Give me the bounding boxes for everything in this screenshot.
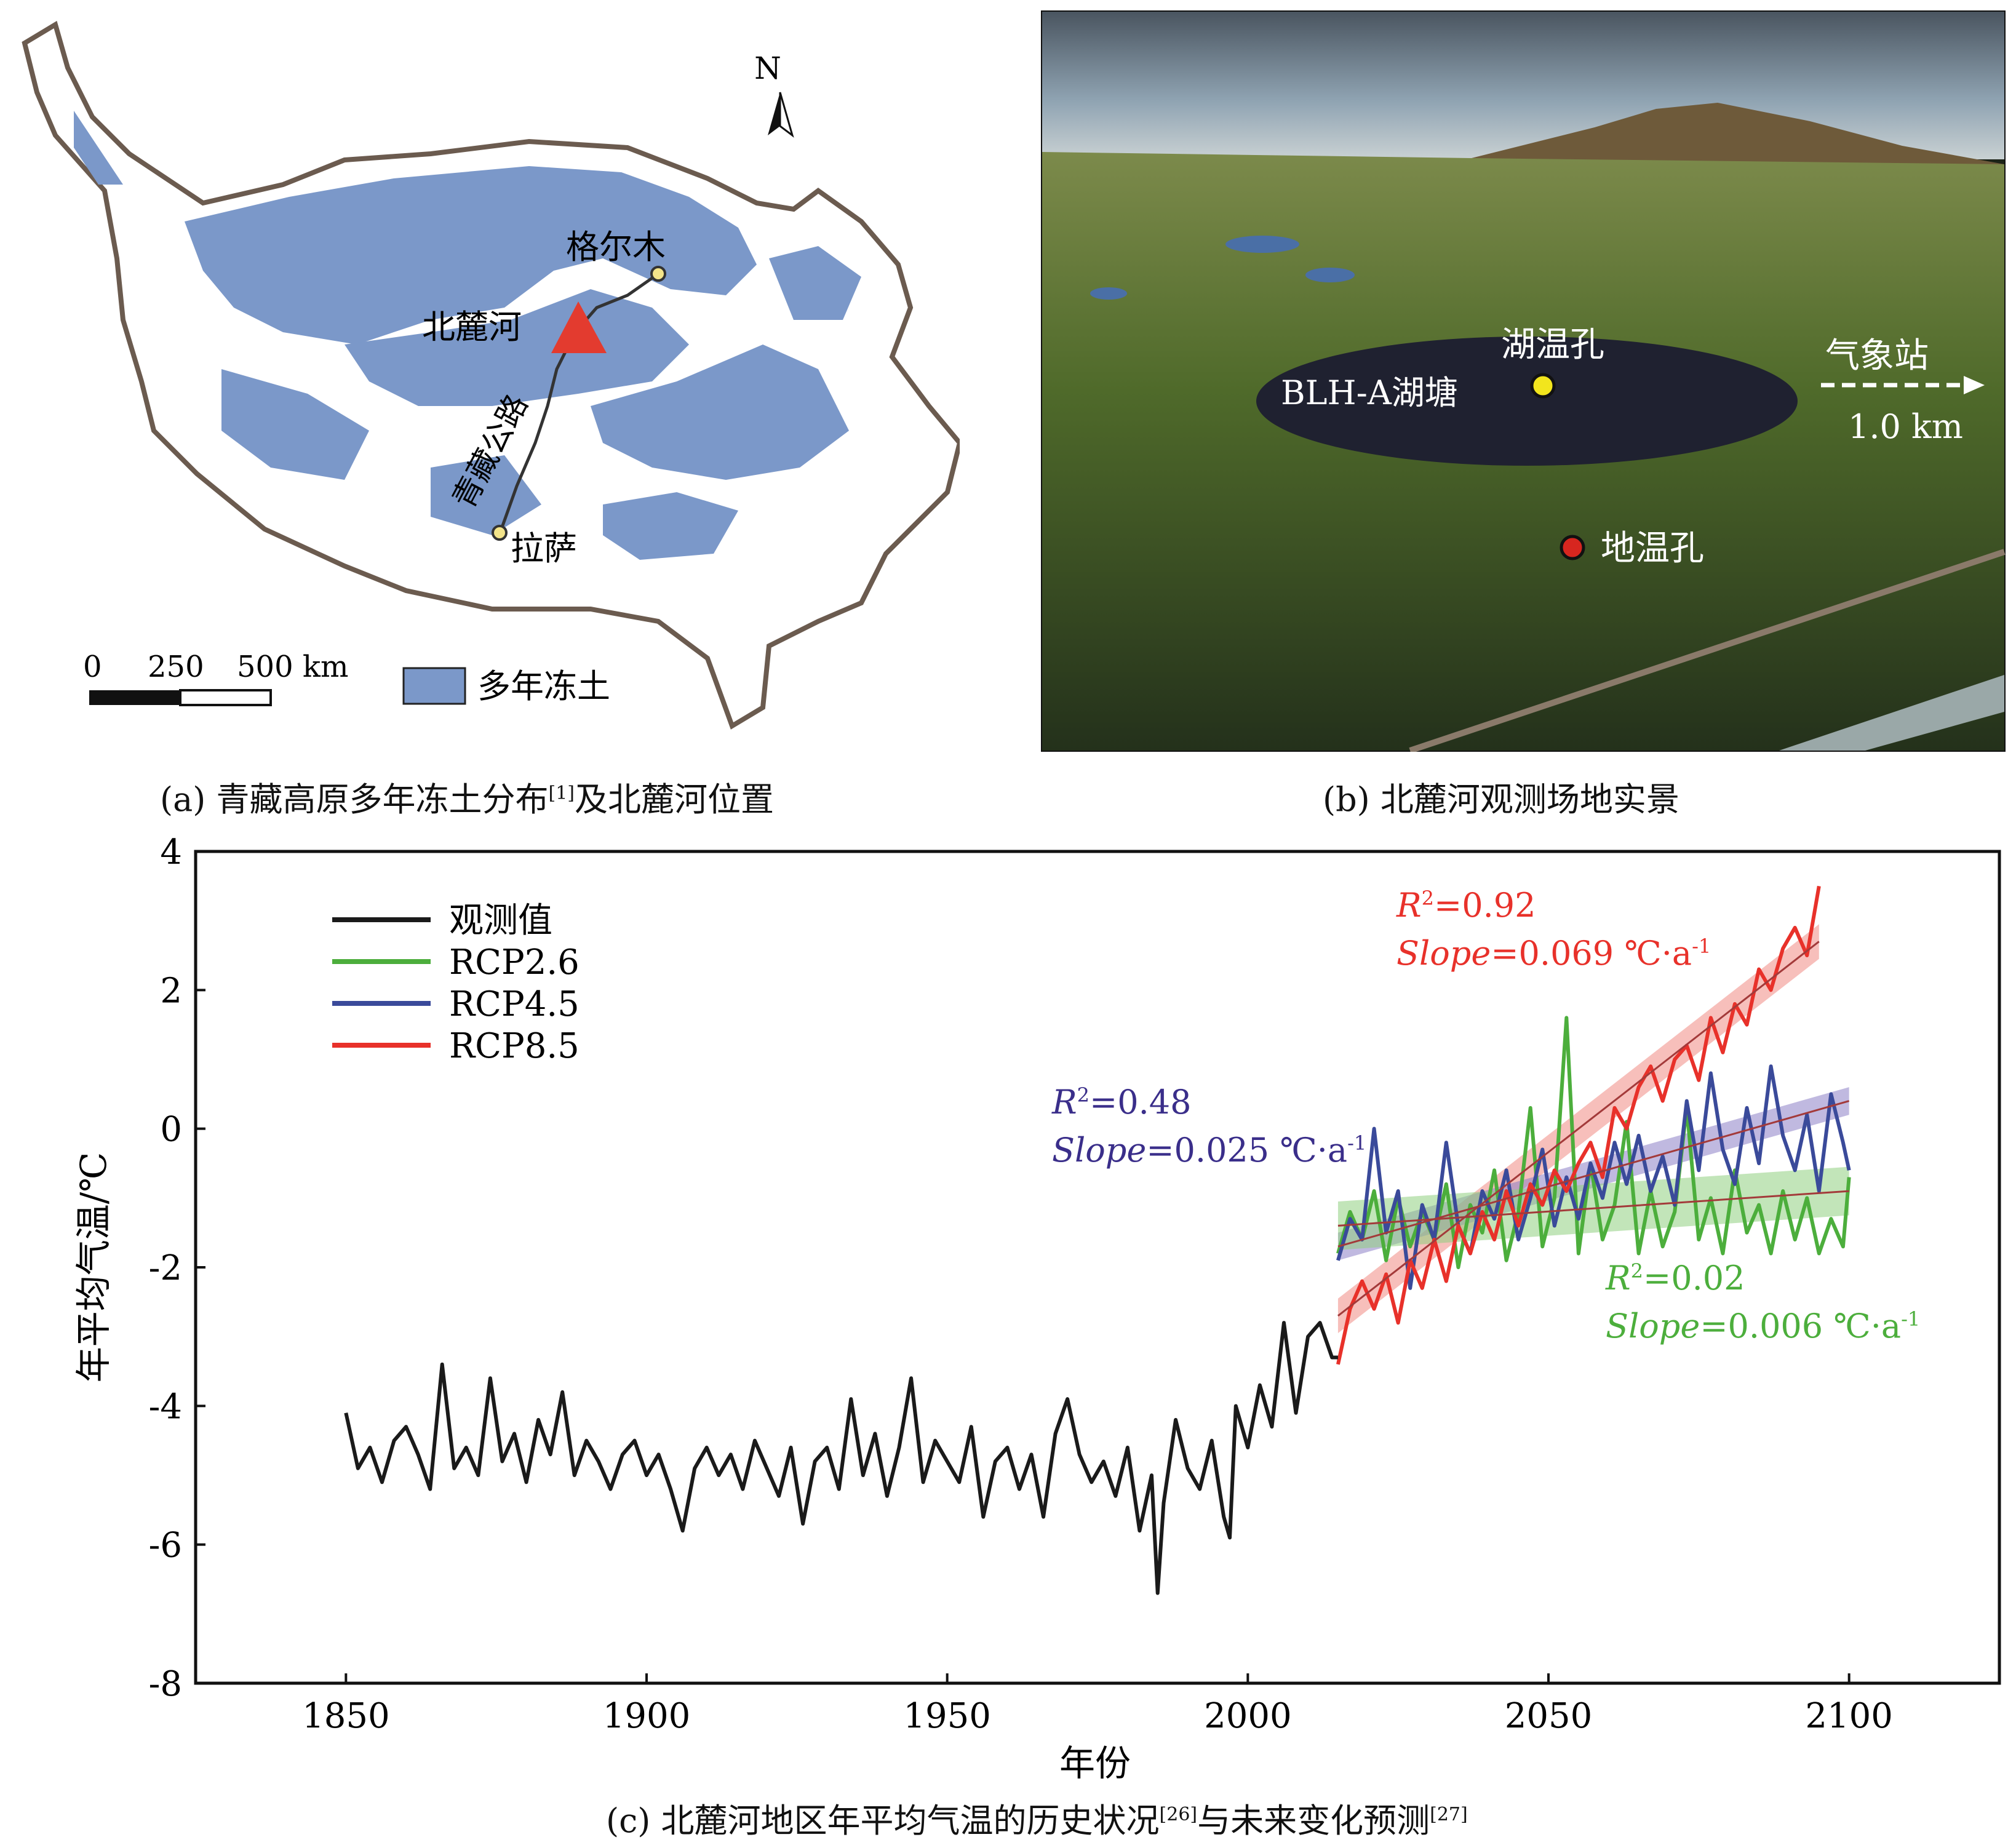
legend-label: RCP8.5: [449, 1026, 580, 1066]
lake-hole-label: 湖温孔: [1501, 325, 1604, 365]
station-label: 气象站: [1825, 336, 1929, 376]
train: [1779, 675, 2004, 751]
r2-value: =0.48: [1090, 1083, 1191, 1122]
scale-500: 500 km: [237, 650, 348, 684]
x-tick-label: 2050: [1505, 1696, 1593, 1736]
r2-value: =0.92: [1434, 886, 1536, 925]
station-arrow-icon: [1964, 376, 1985, 394]
x-tick-label: 1900: [603, 1696, 691, 1736]
caption-c-mid: 与未来变化预测: [1197, 1801, 1430, 1840]
north-label: N: [754, 50, 781, 86]
caption-a-tail: 及北麓河位置: [575, 780, 774, 819]
caption-c-ref-2: [27]: [1430, 1804, 1468, 1825]
fit-line-rcp45: [1337, 1100, 1850, 1248]
rcp85-line: [1336, 885, 1821, 1365]
x-tick-label: 1950: [903, 1696, 991, 1736]
x-tick-label: 2100: [1805, 1696, 1893, 1736]
y-tick-label: -6: [148, 1526, 182, 1566]
slope-value: =0.069 ℃·a: [1491, 934, 1692, 973]
golmud-label: 格尔木: [566, 228, 666, 266]
permafrost-legend-label: 多年冻土: [477, 667, 610, 706]
lake-hole-marker: [1530, 373, 1556, 399]
slope-sup: -1: [1692, 934, 1711, 958]
x-tick-label: 2000: [1204, 1696, 1292, 1736]
small-pond-3: [1090, 287, 1127, 300]
rcp45-line: [1336, 1064, 1851, 1290]
permafrost-map: 格尔木 北麓河 拉萨 青藏公路 N 0 250 500 km 多年冻土: [22, 20, 960, 730]
railway: [1409, 549, 2006, 752]
slope-var: Slope: [1052, 1131, 1146, 1170]
scale-0: 0: [83, 650, 102, 684]
rcp85-annotation-r2: R2=0.92: [1396, 886, 1536, 925]
qinghai-tibet-road: [500, 272, 659, 530]
legend-label: 观测值: [449, 901, 552, 941]
rcp45-annotation-slope: Slope=0.025 ℃·a-1: [1052, 1131, 1366, 1170]
rcp26-annotation-slope: Slope=0.006 ℃·a-1: [1606, 1307, 1920, 1345]
ground-hole-marker: [1560, 535, 1585, 560]
y-axis-label: 年平均气温/℃: [73, 1152, 114, 1382]
slope-sup: -1: [1347, 1131, 1366, 1155]
y-tick-label: 4: [160, 832, 182, 872]
x-axis-label: 年份: [1059, 1742, 1131, 1784]
r2-var: R: [1605, 1259, 1631, 1297]
legend-label: RCP4.5: [449, 984, 580, 1024]
caption-a: (a) 青藏高原多年冻土分布[1]及北麓河位置: [160, 772, 774, 821]
x-tick-label: 1850: [302, 1696, 390, 1736]
caption-a-text: (a) 青藏高原多年冻土分布: [160, 780, 549, 819]
y-tick-label: -2: [148, 1248, 182, 1288]
north-arrow-icon: [768, 92, 794, 138]
r2-value: =0.02: [1643, 1259, 1745, 1297]
scale-bar-white: [179, 689, 272, 706]
fit-line-rcp85: [1337, 941, 1820, 1317]
lhasa-label: 拉萨: [511, 529, 577, 568]
scale-250: 250: [148, 650, 204, 684]
golmud-marker: [650, 266, 666, 282]
small-pond-2: [1305, 268, 1355, 282]
legend-label: RCP2.6: [449, 942, 580, 982]
slope-sup: -1: [1901, 1307, 1920, 1331]
r2-sup: 2: [1077, 1083, 1090, 1107]
blh-a-pond: [1256, 337, 1798, 466]
rcp26-line: [1336, 1016, 1851, 1269]
site-photo: 湖温孔 BLH-A湖塘 地温孔 气象站 1.0 km: [1041, 10, 2006, 752]
distance-label: 1.0 km: [1848, 407, 1963, 446]
beiluhe-marker: [551, 301, 607, 353]
fit-line-rcp26: [1337, 1190, 1849, 1227]
slope-value: =0.025 ℃·a: [1146, 1131, 1347, 1170]
permafrost-areas: [74, 111, 861, 560]
y-tick-label: -8: [148, 1664, 182, 1704]
r2-var: R: [1396, 886, 1422, 925]
beiluhe-label: 北麓河: [422, 308, 522, 346]
caption-a-ref: [1]: [548, 783, 575, 804]
permafrost-legend-swatch: [402, 667, 466, 705]
lhasa-marker: [492, 525, 508, 541]
pond-label: BLH-A湖塘: [1281, 373, 1458, 412]
y-tick-label: 0: [160, 1110, 182, 1150]
y-tick-label: -4: [148, 1387, 182, 1427]
r2-var: R: [1051, 1083, 1077, 1122]
slope-var: Slope: [1606, 1307, 1700, 1345]
caption-c-text: (c) 北麓河地区年平均气温的历史状况: [606, 1801, 1160, 1840]
scale-bar-black: [89, 690, 180, 705]
ground-hole-label: 地温孔: [1601, 528, 1704, 568]
y-tick-label: 2: [160, 971, 182, 1011]
rcp26-annotation-r2: R2=0.02: [1605, 1259, 1745, 1297]
small-pond-1: [1225, 236, 1299, 253]
slope-var: Slope: [1396, 934, 1491, 973]
caption-b: (b) 北麓河观测场地实景: [1323, 780, 1679, 819]
r2-sup: 2: [1631, 1259, 1643, 1283]
rcp85-annotation-slope: Slope=0.069 ℃·a-1: [1396, 934, 1711, 973]
rcp45-annotation-r2: R2=0.48: [1051, 1083, 1192, 1122]
r2-sup: 2: [1422, 887, 1434, 910]
slope-value: =0.006 ℃·a: [1700, 1307, 1901, 1345]
caption-c: (c) 北麓河地区年平均气温的历史状况[26]与未来变化预测[27]: [606, 1793, 1468, 1842]
caption-c-ref-1: [26]: [1159, 1804, 1198, 1825]
observed-line: [344, 1321, 1338, 1595]
